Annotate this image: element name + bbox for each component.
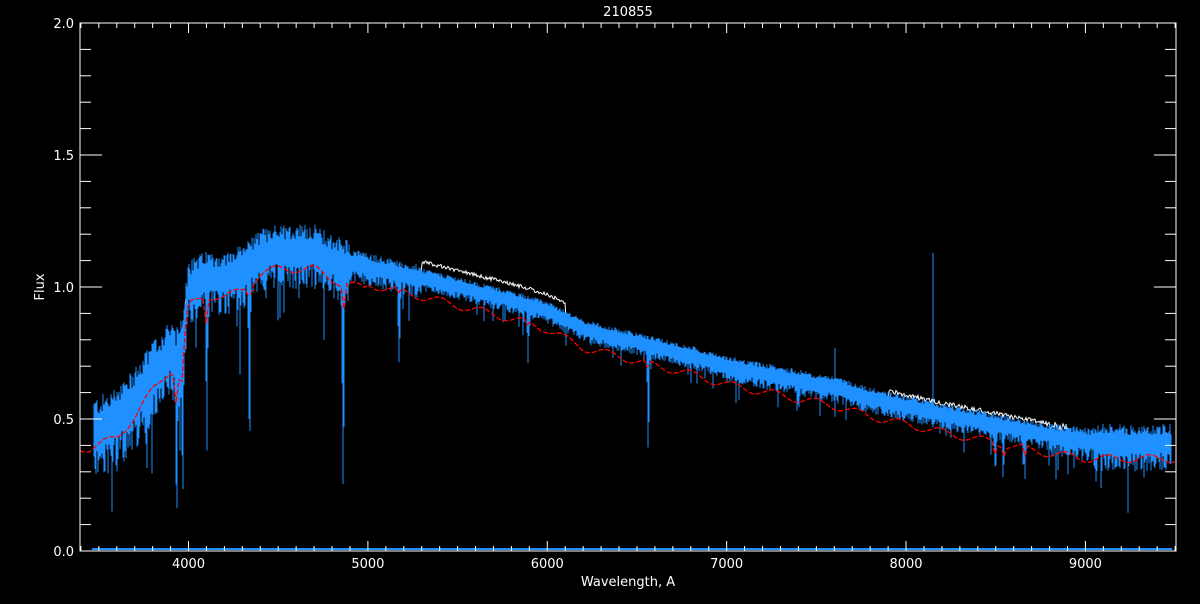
- x-tick-label: 7000: [710, 557, 743, 572]
- y-tick-label: 0.0: [53, 545, 74, 560]
- x-tick-label: 6000: [531, 557, 564, 572]
- y-tick-label: 1.5: [53, 149, 74, 164]
- y-tick-labels: 0.0 0.5 1.0 1.5 2.0: [53, 17, 74, 560]
- x-axis-label: Wavelength, A: [581, 575, 675, 590]
- observed-spectrum-line: [93, 224, 1172, 513]
- y-tick-label: 2.0: [53, 17, 74, 32]
- axes-group: [79, 22, 1177, 552]
- series-group: [79, 224, 1176, 550]
- x-tick-label: 8000: [889, 557, 922, 572]
- chart-title: 210855: [603, 5, 653, 20]
- y-axis-label: Flux: [33, 273, 48, 300]
- x-tick-label: 4000: [172, 557, 205, 572]
- y-tick-label: 1.0: [53, 281, 74, 296]
- y-tick-label: 0.5: [53, 413, 74, 428]
- model-spectrum-line: [79, 264, 1176, 464]
- x-tick-labels: 4000 5000 6000 7000 8000 9000: [172, 557, 1102, 572]
- x-tick-label: 9000: [1069, 557, 1102, 572]
- x-tick-label: 5000: [351, 557, 384, 572]
